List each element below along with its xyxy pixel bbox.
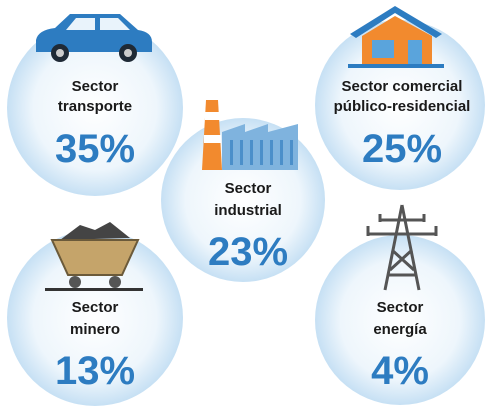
sector-label: transporte — [58, 98, 132, 115]
sector-label: Sector — [72, 299, 119, 316]
sector-percent: 13% — [55, 349, 135, 393]
sector-percent: 23% — [208, 230, 288, 274]
bubble — [315, 20, 485, 190]
sector-label: Sector — [377, 299, 424, 316]
car-icon — [36, 14, 152, 62]
sector-label: público-residencial — [334, 98, 471, 115]
sector-percent: 4% — [371, 349, 429, 393]
sector-label: energía — [373, 321, 427, 338]
bubble — [7, 230, 183, 406]
mine-cart-icon — [45, 222, 143, 291]
power-tower-icon — [366, 204, 438, 291]
house-icon — [348, 6, 444, 68]
sector-label: Sector — [72, 78, 119, 95]
sector-percent: 25% — [362, 127, 442, 171]
bubble — [7, 20, 183, 196]
bubble — [315, 235, 485, 405]
factory-icon — [202, 100, 298, 170]
sector-label: Sector — [225, 180, 272, 197]
sector-label: industrial — [214, 202, 282, 219]
sector-label: Sector comercial — [342, 78, 463, 95]
sector-label: minero — [70, 321, 120, 338]
sector-percent: 35% — [55, 127, 135, 171]
